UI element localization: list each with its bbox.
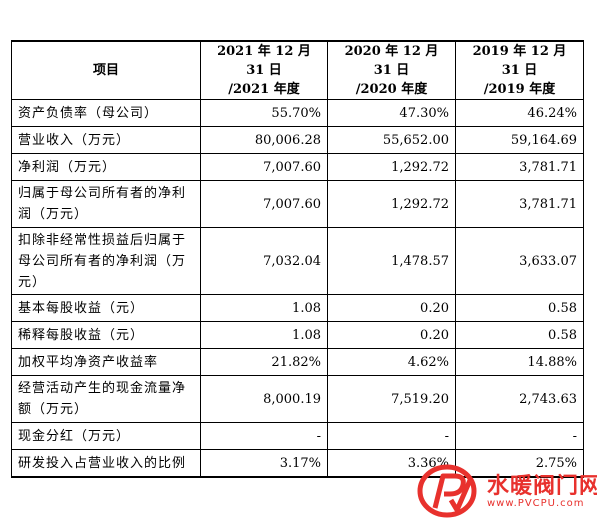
table-row: 现金分红（万元） - - - <box>11 422 584 450</box>
table-row: 扣除非经常性损益后归属于母公司所有者的净利润（万元） 7,032.04 1,478.… <box>11 227 584 295</box>
table-row: 加权平均净资产收益率 21.82% 4.62% 14.88% <box>11 348 584 376</box>
row-label: 营业收入（万元） <box>11 126 201 154</box>
row-value: 21.82% <box>200 348 328 376</box>
table-body: 资产负债率（母公司） 55.70% 47.30% 46.24% 营业收入（万元） 80,0… <box>11 99 584 478</box>
row-label: 稀释每股收益（元） <box>11 321 201 349</box>
table-row: 营业收入（万元） 80,006.28 55,652.00 59,164.69 <box>11 126 584 154</box>
row-value: 4.62% <box>327 348 456 376</box>
row-value: 59,164.69 <box>455 126 584 154</box>
row-value: 80,006.28 <box>200 126 328 154</box>
row-value: 8,000.19 <box>200 375 328 423</box>
row-label: 归属于母公司所有者的净利润（万元） <box>11 180 201 228</box>
pv-logo-icon <box>417 464 477 518</box>
financial-indicators-table: 项目 2021 年 12 月 31 日/2021 年度 2020 年 12 月 31… <box>11 40 584 478</box>
row-label: 扣除非经常性损益后归属于母公司所有者的净利润（万元） <box>11 227 201 295</box>
row-value: 2,743.63 <box>455 375 584 423</box>
header-year-3: 2019 年 12 月 31 日/2019 年度 <box>455 40 584 100</box>
row-value: - <box>327 422 456 450</box>
row-value: 7,032.04 <box>200 227 328 295</box>
row-value: 7,007.60 <box>200 180 328 228</box>
row-label: 研发投入占营业收入的比例 <box>11 449 201 478</box>
watermark-url: www.PVCPU.com <box>487 498 585 509</box>
row-value: 46.24% <box>455 99 584 127</box>
row-value: 3,781.71 <box>455 153 584 181</box>
row-value: 3.17% <box>200 449 328 478</box>
row-value: 0.20 <box>327 321 456 349</box>
row-value: 0.58 <box>455 294 584 322</box>
row-value: 7,519.20 <box>327 375 456 423</box>
table-header: 项目 2021 年 12 月 31 日/2021 年度 2020 年 12 月 31… <box>11 40 584 100</box>
watermark-logo: 水暖阀门网 www.PVCPU.com <box>415 462 597 520</box>
row-label: 基本每股收益（元） <box>11 294 201 322</box>
row-label: 净利润（万元） <box>11 153 201 181</box>
table-row: 净利润（万元） 7,007.60 1,292.72 3,781.71 <box>11 153 584 181</box>
row-value: 0.20 <box>327 294 456 322</box>
row-value: 1,478.57 <box>327 227 456 295</box>
row-value: 3,781.71 <box>455 180 584 228</box>
header-year-1: 2021 年 12 月 31 日/2021 年度 <box>200 40 328 100</box>
header-year-2: 2020 年 12 月 31 日/2020 年度 <box>327 40 456 100</box>
row-label: 资产负债率（母公司） <box>11 99 201 127</box>
table-row: 稀释每股收益（元） 1.08 0.20 0.58 <box>11 321 584 349</box>
watermark-site-name: 水暖阀门网 <box>487 474 597 499</box>
row-value: 47.30% <box>327 99 456 127</box>
row-value: 1,292.72 <box>327 180 456 228</box>
row-value: 1.08 <box>200 294 328 322</box>
row-value: 2.75% <box>455 449 584 478</box>
table-row: 归属于母公司所有者的净利润（万元） 7,007.60 1,292.72 3,781.7… <box>11 180 584 228</box>
header-item: 项目 <box>11 40 201 100</box>
row-value: 0.58 <box>455 321 584 349</box>
row-label: 现金分红（万元） <box>11 422 201 450</box>
table-row: 经营活动产生的现金流量净额（万元） 8,000.19 7,519.20 2,743.6… <box>11 375 584 423</box>
row-value: 55.70% <box>200 99 328 127</box>
row-value: - <box>200 422 328 450</box>
row-value: 3,633.07 <box>455 227 584 295</box>
row-value: 7,007.60 <box>200 153 328 181</box>
row-value: 1.08 <box>200 321 328 349</box>
table-row: 基本每股收益（元） 1.08 0.20 0.58 <box>11 294 584 322</box>
row-label: 经营活动产生的现金流量净额（万元） <box>11 375 201 423</box>
row-label: 加权平均净资产收益率 <box>11 348 201 376</box>
row-value: 55,652.00 <box>327 126 456 154</box>
row-value: 1,292.72 <box>327 153 456 181</box>
row-value: 14.88% <box>455 348 584 376</box>
row-value: - <box>455 422 584 450</box>
table-row: 研发投入占营业收入的比例 3.17% 3.36% 2.75% <box>11 449 584 478</box>
table-row: 资产负债率（母公司） 55.70% 47.30% 46.24% <box>11 99 584 127</box>
